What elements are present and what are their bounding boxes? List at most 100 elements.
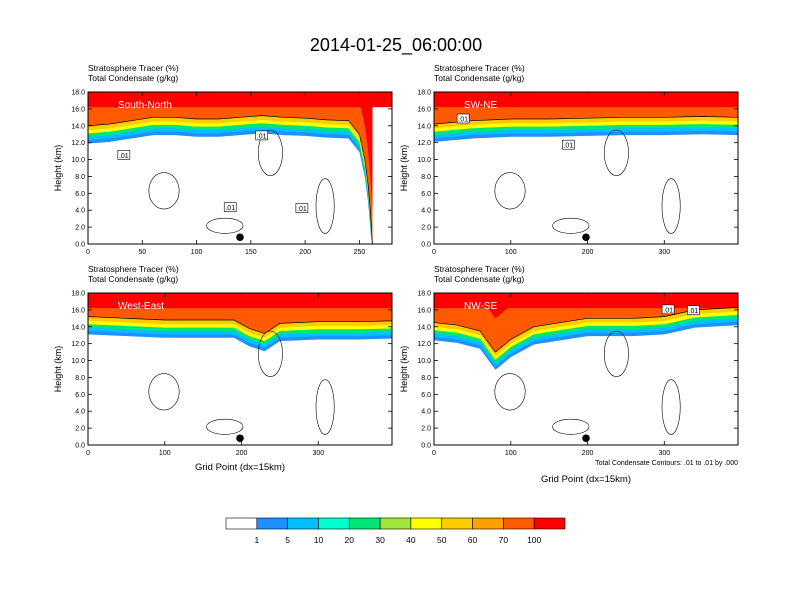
x-tick-label: 300 <box>658 450 670 457</box>
colorbar-label: 20 <box>345 535 355 545</box>
panel-header-condensate: Total Condensate (g/kg) <box>434 274 524 284</box>
panel-3: Stratosphere Tracer (%)Total Condensate … <box>53 264 393 473</box>
tracer-top <box>88 293 392 309</box>
panel-header-condensate: Total Condensate (g/kg) <box>88 274 178 284</box>
condensate-contour <box>552 418 590 435</box>
y-tick-label: 12.0 <box>71 341 85 348</box>
x-tick-label: 100 <box>505 249 517 256</box>
colorbar-label: 30 <box>375 535 385 545</box>
panel-header-tracer: Stratosphere Tracer (%) <box>434 63 525 73</box>
tracer-contour-line <box>434 116 738 125</box>
x-tick-label: 150 <box>245 249 257 256</box>
colorbar-label: 1 <box>254 535 259 545</box>
tracer-contour-line <box>88 316 392 334</box>
x-tick-label: 0 <box>86 249 90 256</box>
location-marker <box>236 233 244 242</box>
y-axis-label: Height (km) <box>53 346 63 393</box>
x-axis-label: Grid Point (dx=15km) <box>195 462 285 473</box>
panel-header-condensate: Total Condensate (g/kg) <box>88 73 178 83</box>
condensate-contour <box>257 330 283 377</box>
condensate-contour <box>148 172 180 210</box>
y-tick-label: 4.0 <box>75 409 85 416</box>
panel-plot-area <box>88 92 392 244</box>
panel-plot-area <box>434 92 738 244</box>
x-tick-label: 100 <box>159 450 171 457</box>
colorbar: 1 5 10 20 30 40 50 60 70 100 <box>225 517 566 545</box>
contour-label: .01 <box>225 205 235 212</box>
panel-header-tracer: Stratosphere Tracer (%) <box>88 264 179 274</box>
y-tick-label: 10.0 <box>71 157 85 164</box>
panel-plot-area <box>434 293 738 445</box>
y-tick-label: 12.0 <box>417 140 431 147</box>
x-tick-label: 100 <box>191 249 203 256</box>
tracer-contour-line <box>434 307 738 353</box>
y-axis-label: Height (km) <box>399 346 409 393</box>
panel-1: Stratosphere Tracer (%)Total Condensate … <box>53 63 393 256</box>
panels-group: Stratosphere Tracer (%)Total Condensate … <box>53 63 739 485</box>
region-label: SW-NE <box>464 100 497 111</box>
y-tick-label: 6.0 <box>421 392 431 399</box>
y-tick-label: 4.0 <box>421 409 431 416</box>
y-tick-label: 16.0 <box>71 307 85 314</box>
y-tick-label: 2.0 <box>421 426 431 433</box>
contour-label-box <box>295 203 309 213</box>
y-tick-label: 16.0 <box>417 307 431 314</box>
y-tick-label: 4.0 <box>421 208 431 215</box>
colorbar-swatch <box>287 517 319 530</box>
condensate-contour <box>148 373 180 411</box>
condensate-contour <box>206 217 244 234</box>
location-marker <box>236 434 244 443</box>
y-tick-label: 16.0 <box>417 106 431 113</box>
panel-header-tracer: Stratosphere Tracer (%) <box>434 264 525 274</box>
y-tick-label: 14.0 <box>417 324 431 331</box>
x-tick-label: 100 <box>505 450 517 457</box>
condensate-contour <box>206 418 244 435</box>
x-tick-label: 200 <box>582 450 594 457</box>
y-tick-label: 18.0 <box>417 90 431 97</box>
colorbar-label: 40 <box>406 535 416 545</box>
y-tick-label: 12.0 <box>417 341 431 348</box>
x-tick-label: 200 <box>299 249 311 256</box>
condensate-contour <box>257 129 283 176</box>
plot-frame <box>433 91 739 245</box>
contour-label-box <box>661 304 675 315</box>
condensate-contour <box>315 178 335 234</box>
condensate-contour <box>552 217 590 234</box>
y-tick-label: 6.0 <box>75 191 85 198</box>
plot-frame <box>87 91 393 245</box>
y-tick-label: 8.0 <box>421 375 431 382</box>
y-tick-label: 18.0 <box>71 90 85 97</box>
colorbar-label: 100 <box>527 535 541 545</box>
y-tick-label: 10.0 <box>417 157 431 164</box>
panel-4: Stratosphere Tracer (%)Total Condensate … <box>399 264 739 485</box>
plot-frame <box>87 292 393 446</box>
region-label: South-North <box>118 100 172 111</box>
x-tick-label: 250 <box>354 249 366 256</box>
colorbar-label: 5 <box>285 535 290 545</box>
colorbar-swatch <box>379 517 412 530</box>
y-tick-label: 0.0 <box>421 242 431 249</box>
colorbar-swatch <box>225 517 258 530</box>
contour-footnote: Total Condensate Contours: .01 to .01 by… <box>595 460 738 467</box>
y-tick-label: 0.0 <box>421 443 431 450</box>
colorbar-label: 60 <box>468 535 478 545</box>
x-tick-label: 0 <box>86 450 90 457</box>
condensate-contour <box>494 373 526 411</box>
tracer-band <box>88 92 373 244</box>
x-tick-label: 200 <box>236 450 248 457</box>
y-tick-label: 0.0 <box>75 242 85 249</box>
region-label: West-East <box>118 301 164 312</box>
y-tick-label: 12.0 <box>71 140 85 147</box>
y-tick-label: 14.0 <box>71 324 85 331</box>
panel-2: Stratosphere Tracer (%)Total Condensate … <box>399 63 739 256</box>
contour-label: .01 <box>119 153 129 160</box>
location-marker <box>582 434 590 443</box>
contour-label-box <box>687 305 700 316</box>
tracer-top <box>88 92 392 108</box>
contour-label: .01 <box>663 307 673 314</box>
y-tick-label: 14.0 <box>417 123 431 130</box>
x-tick-label: 0 <box>432 249 436 256</box>
y-tick-label: 2.0 <box>75 225 85 232</box>
x-axis-label: Grid Point (dx=15km) <box>541 474 631 485</box>
